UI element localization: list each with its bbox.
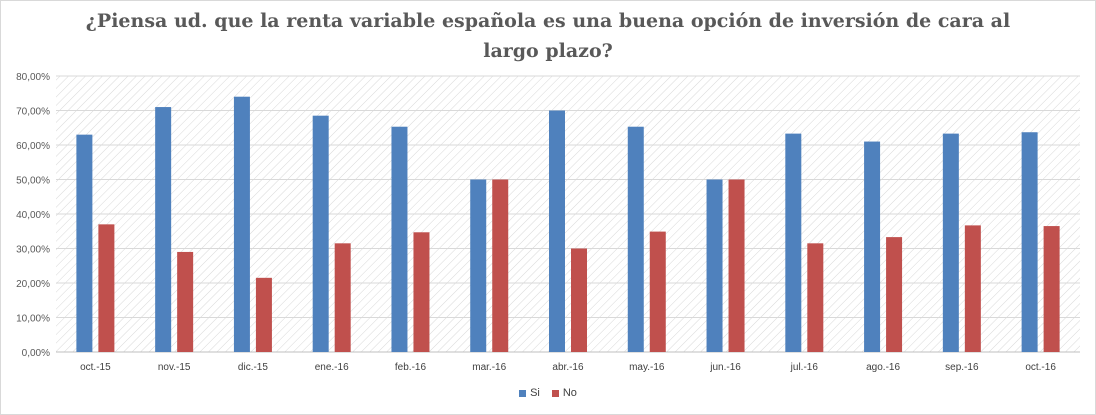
x-tick-label: sep.-16 bbox=[945, 362, 979, 373]
bar-no-ene.-16 bbox=[334, 243, 351, 352]
bar-no-oct.-16 bbox=[1043, 226, 1060, 352]
legend: Si No bbox=[0, 387, 1096, 399]
bar-no-feb.-16 bbox=[413, 232, 430, 352]
chart-title-line-1: ¿Piensa ud. que la renta variable españo… bbox=[85, 10, 1011, 32]
y-tick-label: 50,00% bbox=[16, 176, 50, 187]
legend-label-si: Si bbox=[530, 387, 540, 399]
bar-no-oct.-15 bbox=[98, 224, 115, 352]
bar-si-ago.-16 bbox=[864, 141, 881, 352]
legend-item-no: No bbox=[551, 387, 577, 399]
bar-si-mar.-16 bbox=[470, 179, 487, 352]
bar-si-may.-16 bbox=[627, 126, 644, 352]
bar-no-jul.-16 bbox=[807, 243, 824, 352]
bar-si-dic.-15 bbox=[233, 96, 250, 352]
bar-no-may.-16 bbox=[649, 231, 666, 352]
x-tick-label: ene.-16 bbox=[315, 362, 349, 373]
x-tick-label: mar.-16 bbox=[472, 362, 506, 373]
x-tick-label: feb.-16 bbox=[395, 362, 427, 373]
bar-si-jul.-16 bbox=[785, 133, 802, 352]
bar-si-abr.-16 bbox=[549, 110, 565, 352]
legend-item-si: Si bbox=[519, 387, 540, 399]
x-tick-label: oct.-15 bbox=[80, 362, 111, 373]
bar-no-abr.-16 bbox=[571, 248, 587, 352]
bar-no-mar.-16 bbox=[492, 179, 509, 352]
y-tick-label: 10,00% bbox=[16, 314, 50, 325]
x-tick-label: nov.-15 bbox=[158, 362, 191, 373]
chart-title: ¿Piensa ud. que la renta variable españo… bbox=[0, 6, 1096, 66]
x-tick-label: oct.-16 bbox=[1025, 362, 1056, 373]
y-tick-label: 70,00% bbox=[16, 107, 50, 118]
x-tick-label: dic.-15 bbox=[238, 362, 268, 373]
y-tick-label: 60,00% bbox=[16, 141, 50, 152]
legend-swatch-no bbox=[551, 389, 559, 397]
bar-si-sep.-16 bbox=[942, 133, 959, 352]
bar-si-jun.-16 bbox=[706, 179, 723, 352]
bar-si-ene.-16 bbox=[312, 115, 329, 352]
bar-no-nov.-15 bbox=[177, 251, 194, 352]
y-tick-label: 40,00% bbox=[16, 210, 50, 221]
x-tick-label: may.-16 bbox=[629, 362, 665, 373]
chart-title-line-2: largo plazo? bbox=[483, 40, 613, 62]
x-tick-label: jun.-16 bbox=[709, 362, 741, 373]
y-tick-label: 80,00% bbox=[16, 72, 50, 83]
bar-si-feb.-16 bbox=[391, 126, 408, 352]
x-tick-label: ago.-16 bbox=[866, 362, 900, 373]
bar-no-sep.-16 bbox=[964, 225, 981, 352]
bar-si-nov.-15 bbox=[155, 107, 172, 352]
bar-no-dic.-15 bbox=[255, 277, 272, 352]
x-tick-label: jul.-16 bbox=[790, 362, 819, 373]
bar-si-oct.-15 bbox=[76, 134, 93, 352]
x-tick-label: abr.-16 bbox=[552, 362, 584, 373]
bar-no-ago.-16 bbox=[886, 237, 903, 352]
y-tick-label: 0,00% bbox=[22, 348, 50, 359]
bar-si-oct.-16 bbox=[1021, 132, 1038, 352]
y-tick-label: 20,00% bbox=[16, 279, 50, 290]
y-tick-label: 30,00% bbox=[16, 245, 50, 256]
legend-swatch-si bbox=[519, 389, 527, 397]
bar-no-jun.-16 bbox=[728, 179, 745, 352]
legend-label-no: No bbox=[562, 387, 577, 399]
